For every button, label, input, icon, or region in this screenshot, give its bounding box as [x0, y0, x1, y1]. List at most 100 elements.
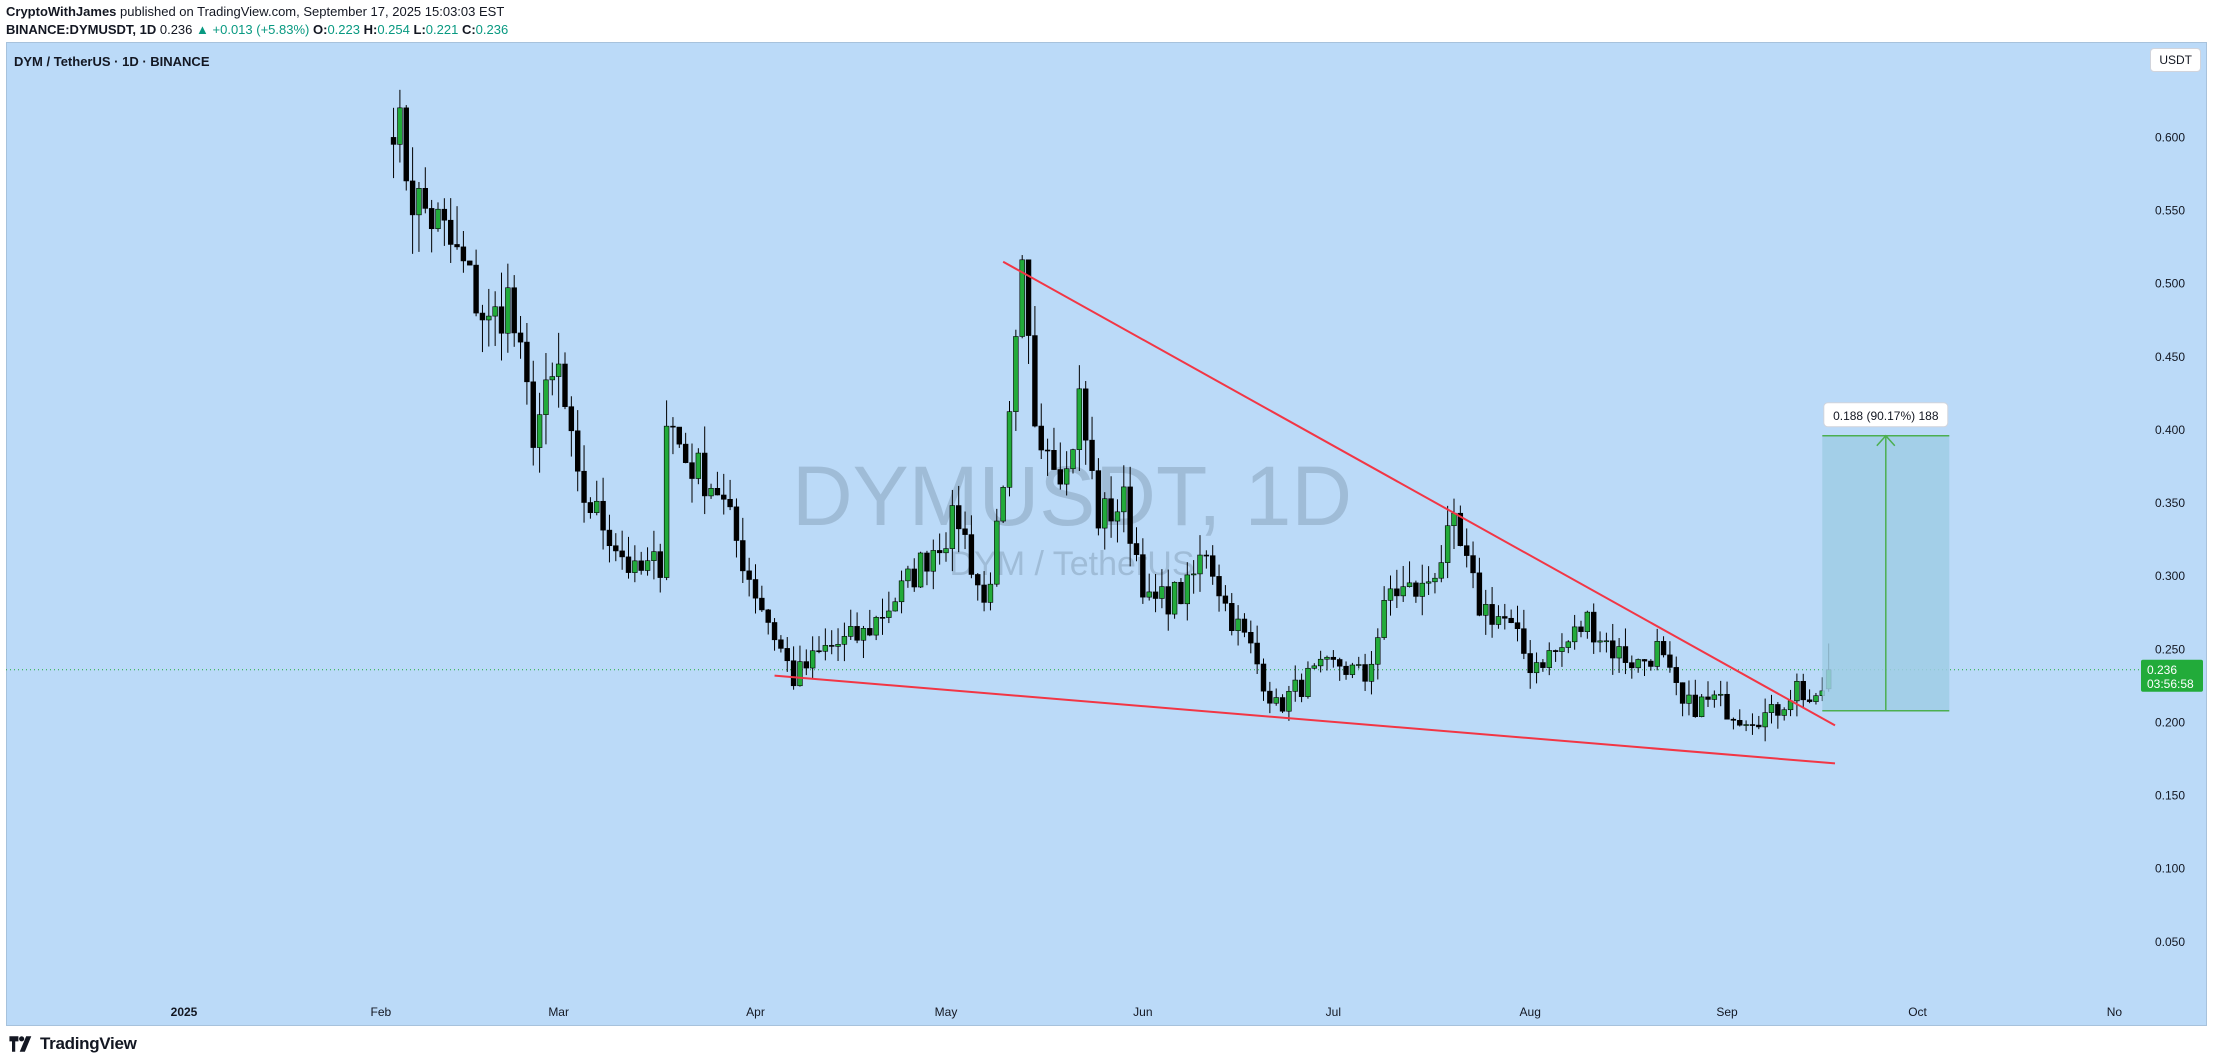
change-value: ▲ +0.013 (+5.83%)	[196, 22, 310, 37]
currency-button[interactable]: USDT	[2150, 48, 2201, 72]
chart-header: CryptoWithJames published on TradingView…	[0, 0, 2213, 42]
candle	[1673, 667, 1679, 683]
measure-arrow-head	[1876, 434, 1896, 447]
candle	[1044, 449, 1051, 452]
candle	[1597, 640, 1603, 643]
candle	[587, 502, 594, 513]
y-tick-label: 0.050	[2155, 935, 2185, 949]
candle	[860, 628, 867, 641]
candle	[1121, 486, 1127, 513]
candle	[1114, 511, 1121, 522]
candle	[670, 425, 676, 428]
trendline-upper[interactable]	[1002, 260, 1836, 727]
logo-text: TradingView	[40, 1034, 137, 1053]
candle	[517, 332, 524, 343]
publish-text: published on TradingView.com, September …	[120, 4, 505, 19]
trendline-lower[interactable]	[774, 674, 1836, 765]
candle	[644, 560, 651, 571]
candle	[1000, 487, 1006, 522]
candle	[740, 540, 746, 572]
author-name[interactable]: CryptoWithJames	[6, 4, 117, 19]
high-value: 0.254	[377, 22, 410, 37]
x-tick-label: Jul	[1326, 1005, 1341, 1019]
candle	[1267, 690, 1273, 704]
candle	[854, 626, 860, 641]
candle	[1083, 388, 1089, 441]
candle	[1464, 545, 1470, 556]
candle	[1527, 653, 1533, 674]
candle	[1711, 694, 1718, 700]
candle	[555, 363, 562, 377]
candle	[816, 650, 822, 653]
candle	[416, 188, 422, 216]
candle	[467, 260, 473, 266]
tradingview-logo[interactable]: TradingView	[8, 1034, 137, 1054]
candle	[873, 617, 879, 636]
candle	[1095, 470, 1102, 529]
candle	[975, 574, 981, 586]
candle	[454, 244, 460, 248]
x-tick-label: Sep	[1716, 1005, 1738, 1019]
candle	[1451, 512, 1457, 527]
candle	[1248, 632, 1254, 644]
candle	[784, 648, 790, 662]
candle	[1591, 611, 1597, 643]
candle	[1730, 718, 1737, 721]
candle	[1432, 577, 1438, 583]
candle	[1102, 498, 1108, 529]
candle	[530, 381, 536, 448]
candle	[1559, 647, 1565, 652]
candle	[613, 545, 619, 552]
pane-legend: DYM / TetherUS · 1D · BINANCE	[14, 54, 210, 69]
candle	[1622, 646, 1629, 663]
x-tick-label: Oct	[1908, 1005, 1927, 1019]
candle	[435, 208, 441, 230]
candle	[1533, 662, 1540, 674]
candle	[390, 137, 397, 145]
price-tag	[2141, 659, 2203, 692]
candle	[892, 601, 898, 612]
candle	[1210, 555, 1216, 577]
candle	[1368, 663, 1375, 682]
candle	[1025, 259, 1032, 336]
candle	[1337, 659, 1343, 667]
candle	[1273, 697, 1279, 704]
y-tick-label: 0.450	[2155, 350, 2185, 364]
candle	[1349, 664, 1356, 675]
candle	[1800, 680, 1806, 701]
candle	[1749, 724, 1756, 726]
candle	[1070, 449, 1076, 470]
watermark-subtitle: DYM / TetherUS	[949, 545, 1194, 583]
candle	[1171, 581, 1178, 615]
candle	[955, 505, 962, 530]
candle	[663, 425, 670, 578]
candle	[1279, 697, 1286, 712]
candle	[1457, 512, 1464, 546]
price-tag-countdown: 03:56:58	[2147, 677, 2194, 691]
candle	[1635, 659, 1641, 669]
last-price: 0.236	[159, 22, 193, 37]
candle	[835, 644, 841, 647]
x-tick-label: Jun	[1133, 1005, 1152, 1019]
candle	[771, 622, 778, 641]
close-label: C:	[461, 22, 476, 37]
candle	[1305, 667, 1311, 697]
candle	[1292, 679, 1298, 692]
candle	[917, 552, 924, 588]
candle	[867, 628, 873, 636]
candle	[1140, 554, 1146, 598]
candle	[1743, 724, 1749, 726]
candle	[1203, 554, 1210, 557]
candle	[1775, 704, 1781, 716]
candle	[1362, 664, 1368, 682]
candle	[498, 306, 505, 334]
candle	[1260, 663, 1267, 692]
candle	[1057, 469, 1064, 485]
candle	[841, 636, 848, 645]
candle	[1406, 582, 1413, 587]
candle	[1381, 600, 1387, 638]
candle	[600, 500, 606, 531]
candle	[1616, 646, 1622, 659]
candle	[1298, 679, 1305, 697]
